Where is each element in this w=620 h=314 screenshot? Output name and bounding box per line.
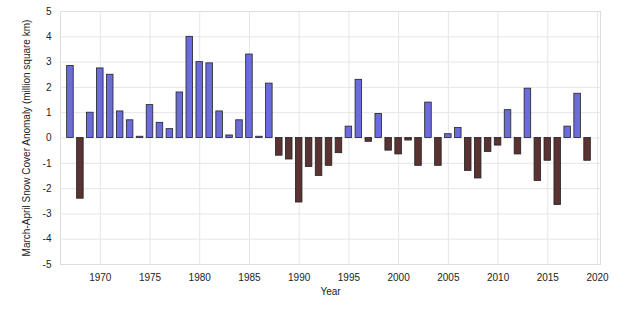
svg-text:1: 1 [46, 107, 52, 118]
svg-text:2015: 2015 [537, 272, 560, 283]
svg-text:-2: -2 [43, 183, 52, 194]
svg-text:1970: 1970 [89, 272, 112, 283]
svg-text:1995: 1995 [338, 272, 361, 283]
svg-text:-5: -5 [43, 259, 52, 270]
svg-text:2020: 2020 [586, 272, 609, 283]
svg-text:3: 3 [46, 56, 52, 67]
svg-text:-1: -1 [43, 158, 52, 169]
svg-text:5: 5 [46, 6, 52, 17]
svg-text:March-April Snow Cover Anomaly: March-April Snow Cover Anomaly (million … [21, 20, 32, 257]
svg-text:1980: 1980 [189, 272, 212, 283]
svg-text:1985: 1985 [238, 272, 261, 283]
svg-text:0: 0 [46, 132, 52, 143]
svg-text:-3: -3 [43, 208, 52, 219]
svg-text:1975: 1975 [139, 272, 162, 283]
svg-text:1990: 1990 [288, 272, 311, 283]
svg-text:Year: Year [320, 286, 341, 297]
svg-text:2010: 2010 [487, 272, 510, 283]
svg-text:4: 4 [46, 31, 52, 42]
svg-text:2: 2 [46, 82, 52, 93]
svg-text:2000: 2000 [387, 272, 410, 283]
svg-text:2005: 2005 [437, 272, 460, 283]
svg-text:-4: -4 [43, 233, 52, 244]
